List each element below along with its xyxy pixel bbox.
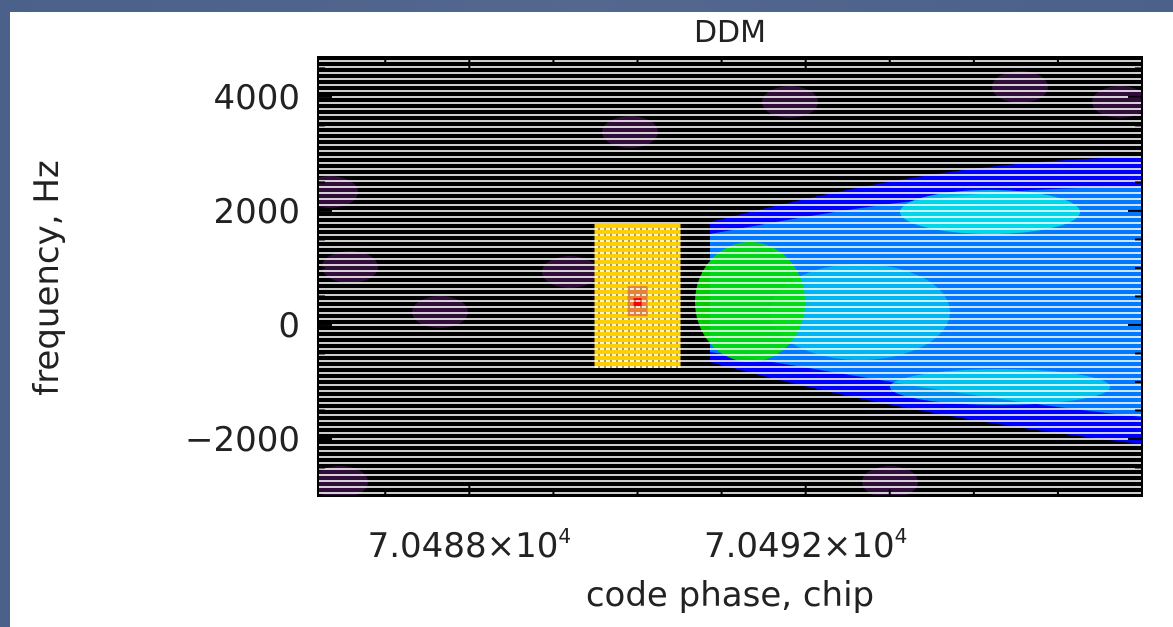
y-axis-label: frequency, Hz [27,160,67,396]
x-tick-label: 7.0488×104 [368,524,571,566]
scanline-overlay [318,57,1142,496]
scanline-stripes [318,57,1142,496]
y-tick-label: 4000 [213,78,300,118]
x-axis-label: code phase, chip [586,575,874,615]
ddm-chart: DDM 4000 2000 0 −2000 7.0488×104 7.0492×104 c… [27,15,1143,615]
y-tick-label: 2000 [213,192,300,232]
y-tick-label: −2000 [185,420,300,460]
y-tick-label: 0 [278,306,300,346]
peak-region-texture [594,224,681,368]
axes: 4000 2000 0 −2000 7.0488×104 7.0492×104 [185,56,1143,566]
x-tick-label: 7.0492×104 [704,524,907,566]
plot-frame [317,56,1143,497]
chart-title: DDM [694,15,766,50]
figure-panel: DDM 4000 2000 0 −2000 7.0488×104 7.0492×104 c… [10,12,1173,627]
